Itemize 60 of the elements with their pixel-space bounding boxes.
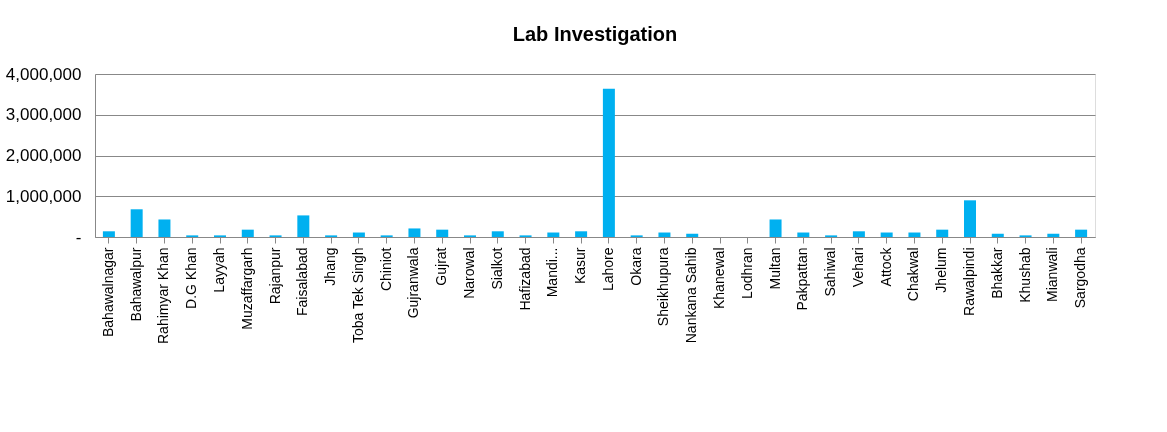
x-tick-label: Jhelum <box>933 247 950 293</box>
x-tick-label: Hafizabad <box>516 247 533 311</box>
x-tick-label: Sahiwal <box>822 247 839 297</box>
bar <box>158 219 171 237</box>
x-tick-label: Pakpattan <box>794 247 811 311</box>
x-tick-label: Chakwal <box>905 247 922 302</box>
x-tick-label: Nankana Sahib <box>683 247 700 344</box>
bar <box>491 231 504 237</box>
bar <box>686 233 699 237</box>
x-tick-label: Gujranwala <box>405 247 422 319</box>
x-tick-label: Rajanpur <box>266 247 283 305</box>
x-tick-label: Lahore <box>599 247 616 292</box>
x-tick-label: Attock <box>877 246 894 287</box>
x-tick-label: Chiniot <box>377 247 394 292</box>
x-tick-label: Multan <box>766 247 783 290</box>
x-tick-label: Lodhran <box>738 247 755 299</box>
x-tick-label: Muzaffargarh <box>238 247 255 330</box>
y-tick-label: 3,000,000 <box>5 105 82 125</box>
x-tick-label: Bahawalnagar <box>99 247 116 338</box>
x-tick-label: D.G Khan <box>183 247 200 309</box>
bar <box>769 219 782 237</box>
x-tick-label: Okara <box>627 247 644 286</box>
x-tick-label: Gujrat <box>433 247 450 286</box>
bar <box>575 231 588 237</box>
y-tick-label: - <box>75 227 82 247</box>
x-tick-label: Sialkot <box>488 247 505 290</box>
x-tick-label: Bhakkar <box>988 247 1005 299</box>
x-tick-label: Rahimyar Khan <box>155 247 172 344</box>
y-tick-label: 2,000,000 <box>5 146 82 165</box>
x-tick-label: Jhang <box>322 247 339 286</box>
x-tick-label: Mianwali <box>1044 247 1061 302</box>
bar <box>102 231 115 237</box>
x-tick-label: Bahawalpur <box>127 247 144 322</box>
x-tick-label: Mandi... <box>544 247 561 298</box>
bar <box>408 228 421 237</box>
bar <box>991 233 1004 237</box>
bar <box>1075 229 1088 237</box>
x-tick-label: Sheikhupura <box>655 247 672 327</box>
bar <box>852 231 865 237</box>
x-tick-label: Faisalabad <box>294 247 311 316</box>
y-tick-label: 1,000,000 <box>5 186 82 206</box>
x-tick-label: Narowal <box>461 247 477 299</box>
x-tick-label: Sargodha <box>1072 247 1089 309</box>
y-tick-label: 4,000,000 <box>5 64 82 84</box>
x-tick-label: Layyah <box>211 247 227 293</box>
bar <box>1047 233 1060 237</box>
bar <box>130 209 143 237</box>
x-tick-label: Kasur <box>572 247 589 285</box>
chart-title: Lab Investigation <box>512 23 678 45</box>
x-tick-label: Vehari <box>849 247 866 288</box>
x-tick-label: Toba Tek Singh <box>349 247 366 343</box>
x-tick-label: Khanewal <box>711 247 727 309</box>
x-tick-label: Khushab <box>1016 247 1033 303</box>
bar <box>436 229 449 237</box>
bar <box>936 229 949 237</box>
x-tick-label: Rawalpindi <box>961 247 977 316</box>
bar <box>297 215 310 237</box>
bar <box>602 88 615 237</box>
bar <box>241 229 254 237</box>
bar <box>964 200 976 237</box>
